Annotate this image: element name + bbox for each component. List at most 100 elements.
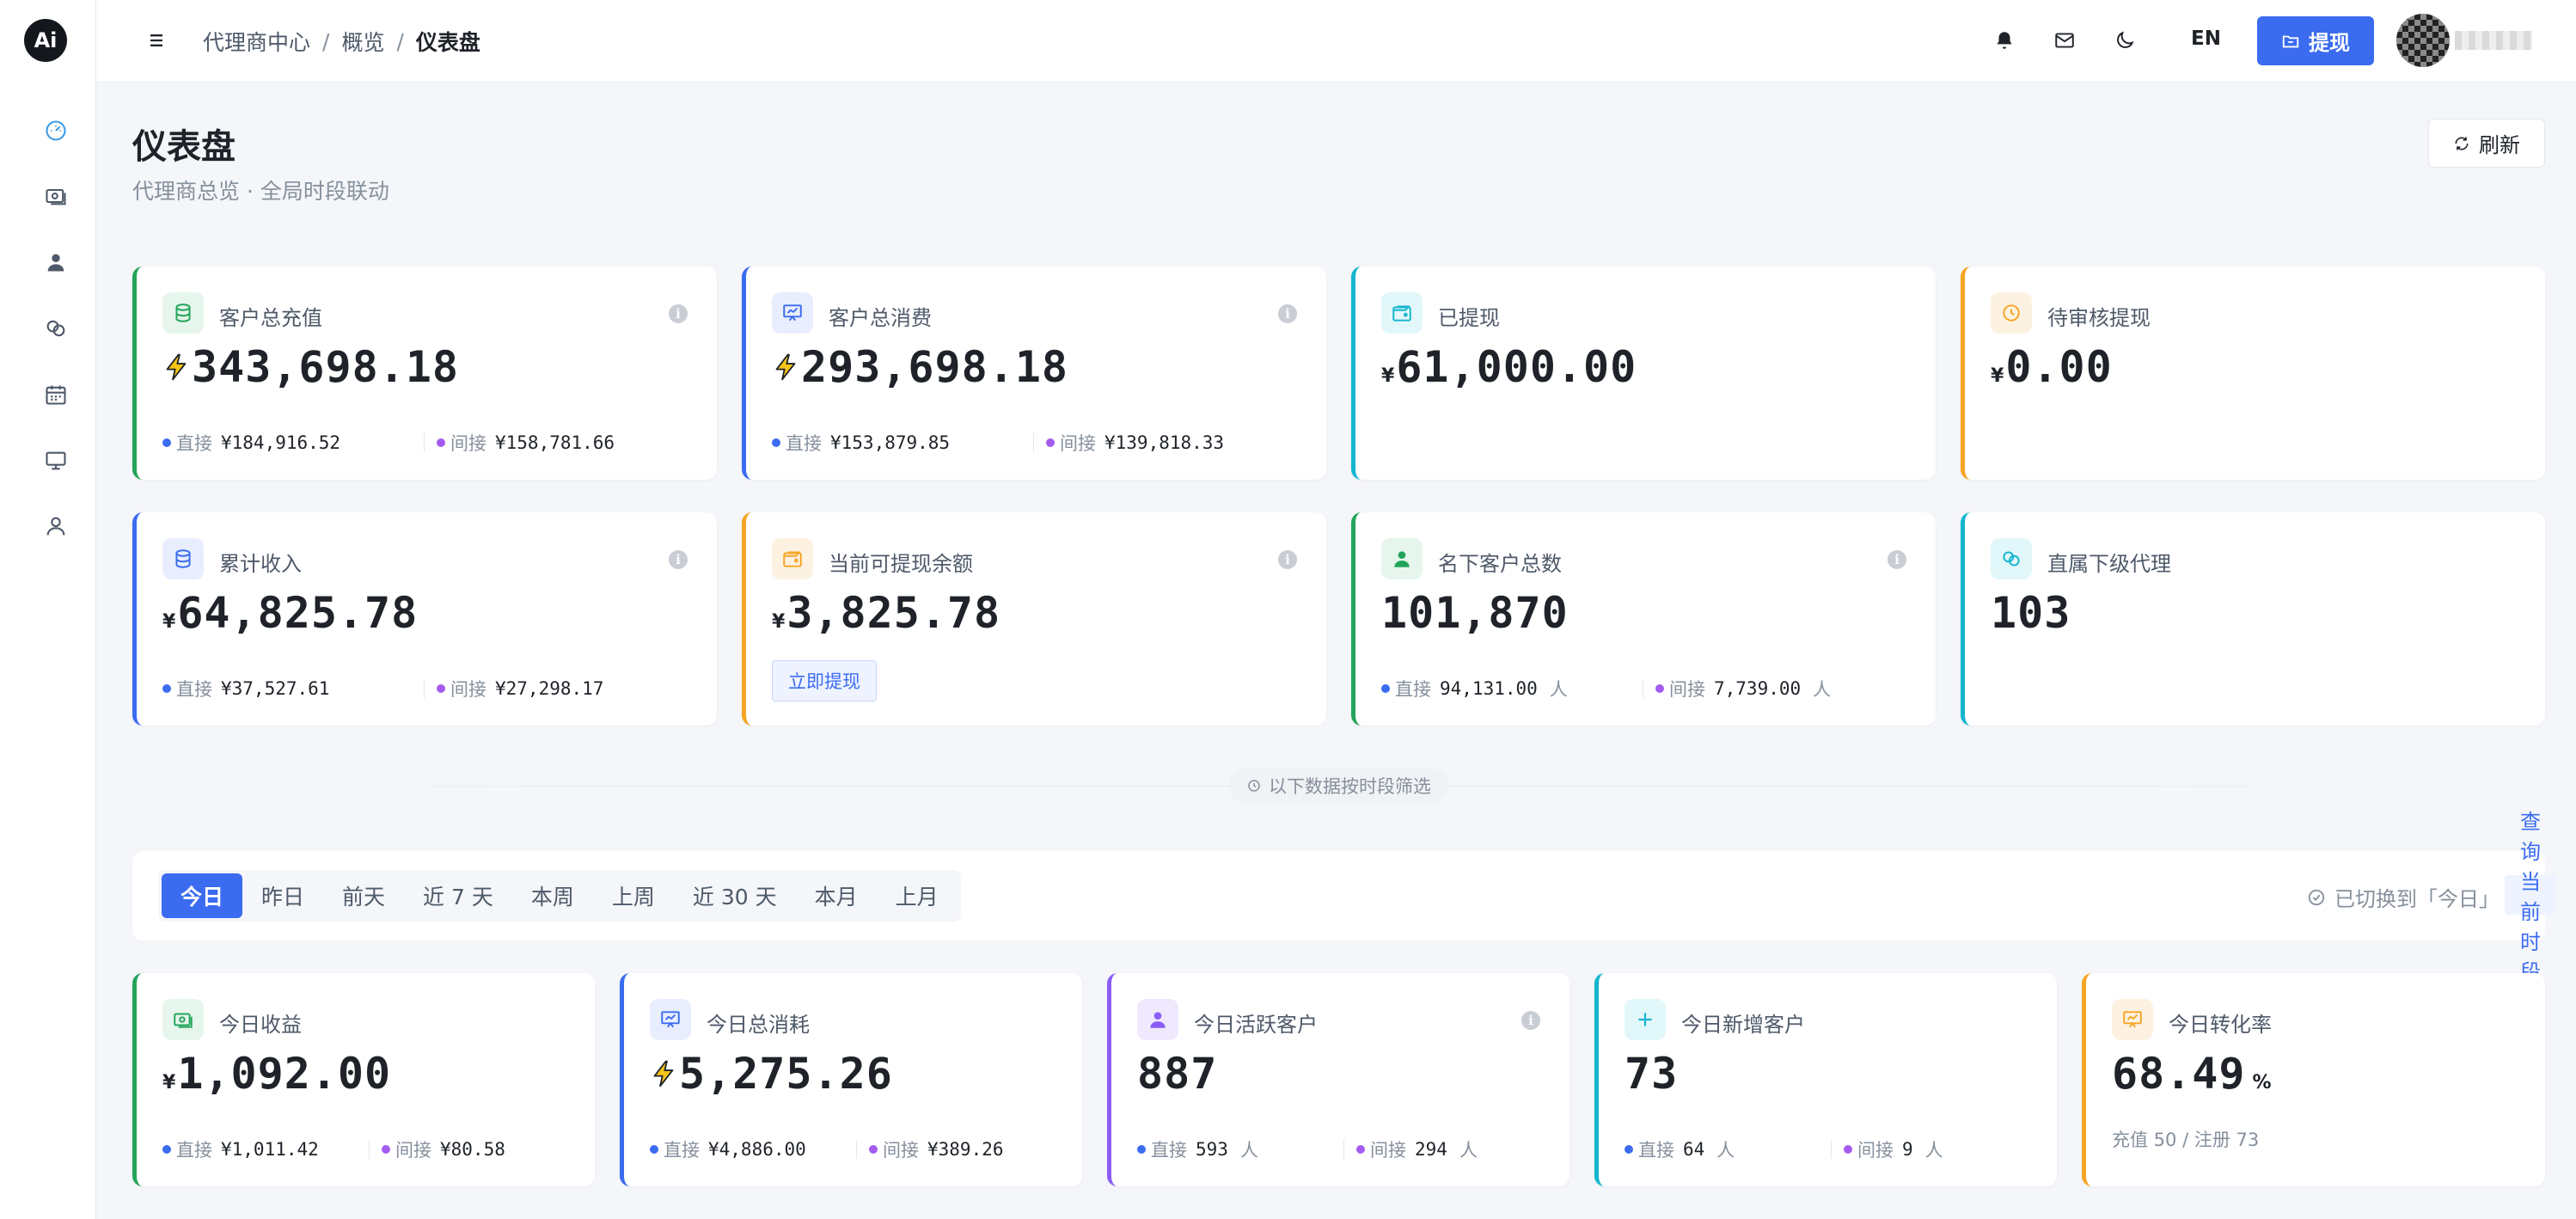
language-toggle[interactable]: EN bbox=[2191, 28, 2221, 50]
wallet-icon bbox=[1381, 292, 1423, 334]
divider bbox=[424, 679, 425, 698]
divider bbox=[1033, 433, 1034, 452]
direct-label: 直接 bbox=[176, 679, 212, 700]
monitor-icon[interactable] bbox=[43, 448, 69, 474]
user-icon[interactable] bbox=[43, 249, 69, 275]
divider bbox=[369, 1140, 370, 1159]
indirect-value: 7,739.00 bbox=[1714, 678, 1802, 699]
breadcrumb-item-overview[interactable]: 概览 bbox=[341, 30, 385, 55]
direct-label: 直接 bbox=[664, 1140, 700, 1161]
direct-unit: 人 bbox=[1716, 1140, 1735, 1161]
stat-label: 客户总充值 bbox=[219, 306, 322, 330]
mail-icon[interactable] bbox=[2052, 28, 2077, 53]
section-divider-text: 以下数据按时段筛选 bbox=[1269, 776, 1431, 797]
stat-value: 5,275.26 bbox=[650, 1049, 893, 1099]
switched-status: 已切换到「今日」 bbox=[2307, 882, 2500, 912]
indirect-value: ¥27,298.17 bbox=[495, 678, 604, 699]
lightning-icon bbox=[650, 1059, 677, 1092]
user-icon bbox=[1381, 538, 1423, 579]
currency-symbol: ¥ bbox=[162, 611, 176, 633]
direct-dot bbox=[1137, 1145, 1146, 1154]
breadcrumb-item-current: 仪表盘 bbox=[415, 30, 480, 55]
link-icon[interactable] bbox=[43, 315, 69, 341]
stat-breakdown: 直接 64 人 间接 9 人 bbox=[1625, 1136, 2083, 1162]
tab-last-30-days[interactable]: 近 30 天 bbox=[692, 885, 777, 910]
stat-number: 5,275.26 bbox=[679, 1049, 893, 1099]
clock-icon bbox=[1248, 780, 1260, 792]
withdraw-button-label: 提现 bbox=[2309, 31, 2350, 55]
breadcrumb-item-agent-center[interactable]: 代理商中心 bbox=[203, 30, 311, 55]
stat-value: ¥ 61,000.00 bbox=[1381, 342, 1637, 392]
info-icon[interactable]: i bbox=[1521, 1011, 1540, 1030]
refresh-button[interactable]: 刷新 bbox=[2428, 119, 2545, 168]
stat-number: 343,698.18 bbox=[192, 342, 460, 392]
stat-breakdown: 直接 593 人 间接 294 人 bbox=[1137, 1136, 1595, 1162]
hamburger-menu-icon[interactable] bbox=[144, 28, 168, 52]
stat-number: 1,092.00 bbox=[177, 1049, 392, 1099]
tab-last-7-days[interactable]: 近 7 天 bbox=[423, 885, 493, 910]
moon-icon[interactable] bbox=[2112, 28, 2138, 53]
stat-label: 累计收入 bbox=[219, 552, 302, 576]
tab-last-month[interactable]: 上月 bbox=[895, 885, 939, 910]
indirect-label: 间接 bbox=[1857, 1140, 1894, 1161]
stat-breakdown: 直接 ¥1,011.42 间接 ¥80.58 bbox=[162, 1136, 621, 1162]
direct-dot bbox=[650, 1145, 658, 1154]
info-icon[interactable]: i bbox=[1888, 550, 1906, 569]
withdraw-now-button[interactable]: 立即提现 bbox=[772, 660, 877, 701]
indirect-value: ¥389.26 bbox=[927, 1139, 1004, 1160]
user-icon bbox=[1137, 999, 1178, 1040]
username-redacted[interactable] bbox=[2455, 31, 2532, 50]
switched-status-text: 已切换到「今日」 bbox=[2334, 887, 2500, 911]
database-icon bbox=[162, 538, 204, 579]
stat-value: 68.49 % bbox=[2112, 1049, 2272, 1099]
bell-icon[interactable] bbox=[1992, 28, 2017, 53]
app-logo[interactable]: Ai bbox=[24, 19, 67, 62]
indirect-label: 间接 bbox=[450, 679, 486, 700]
tab-today[interactable]: 今日 bbox=[162, 873, 243, 918]
tab-this-month[interactable]: 本月 bbox=[814, 885, 858, 910]
page-subtitle: 代理商总览 · 全局时段联动 bbox=[132, 179, 389, 204]
info-icon[interactable]: i bbox=[669, 304, 688, 323]
stat-value: ¥ 3,825.78 bbox=[772, 588, 1000, 638]
stat-card-sub-agents: 直属下级代理 103 bbox=[1961, 512, 2545, 726]
direct-value: ¥1,011.42 bbox=[221, 1139, 319, 1160]
divider bbox=[1831, 1140, 1832, 1159]
indirect-label: 间接 bbox=[450, 433, 486, 454]
stat-card-total-customers: 名下客户总数 i 101,870 直接 94,131.00 人 间接 7,739.00… bbox=[1351, 512, 1936, 726]
stat-card-today-new-customers: 今日新增客户 73 直接 64 人 间接 9 人 bbox=[1594, 973, 2057, 1186]
withdraw-button[interactable]: 提现 bbox=[2257, 16, 2374, 65]
indirect-dot bbox=[869, 1145, 878, 1154]
info-icon[interactable]: i bbox=[669, 550, 688, 569]
info-icon[interactable]: i bbox=[1278, 304, 1297, 323]
tab-last-week[interactable]: 上周 bbox=[611, 885, 655, 910]
direct-value: ¥184,916.52 bbox=[221, 432, 341, 453]
indirect-value: ¥80.58 bbox=[440, 1139, 505, 1160]
stat-value: ¥ 0.00 bbox=[1991, 342, 2113, 392]
tab-this-week[interactable]: 本周 bbox=[530, 885, 574, 910]
cash-icon[interactable] bbox=[43, 183, 69, 209]
query-current-period-button[interactable]: 查询当前时段 bbox=[2505, 810, 2556, 984]
stat-number: 61,000.00 bbox=[1396, 342, 1637, 392]
indirect-unit: 人 bbox=[1459, 1140, 1478, 1161]
direct-value: ¥153,879.85 bbox=[830, 432, 951, 453]
stat-label: 今日总消耗 bbox=[707, 1013, 810, 1037]
calendar-icon[interactable] bbox=[43, 382, 69, 407]
plus-icon bbox=[1625, 999, 1666, 1040]
stat-breakdown: 直接 ¥37,527.61 间接 ¥27,298.17 bbox=[162, 676, 743, 701]
user-outline-icon[interactable] bbox=[43, 513, 69, 539]
avatar[interactable] bbox=[2396, 14, 2450, 67]
stat-value: 73 bbox=[1625, 1049, 1678, 1099]
stat-value: 887 bbox=[1137, 1049, 1217, 1099]
stat-number: 103 bbox=[1991, 588, 2071, 638]
section-divider-label: 以下数据按时段筛选 bbox=[1229, 769, 1448, 803]
tab-day-before[interactable]: 前天 bbox=[342, 885, 386, 910]
lightning-icon bbox=[162, 352, 190, 385]
conversion-note: 充值 50 / 注册 73 bbox=[2112, 1130, 2260, 1150]
stat-number: 73 bbox=[1625, 1049, 1679, 1099]
indirect-label: 间接 bbox=[395, 1140, 431, 1161]
info-icon[interactable]: i bbox=[1278, 550, 1297, 569]
tab-yesterday[interactable]: 昨日 bbox=[261, 885, 305, 910]
gauge-icon[interactable] bbox=[43, 118, 69, 144]
direct-dot bbox=[1625, 1145, 1633, 1154]
direct-label: 直接 bbox=[786, 433, 822, 454]
